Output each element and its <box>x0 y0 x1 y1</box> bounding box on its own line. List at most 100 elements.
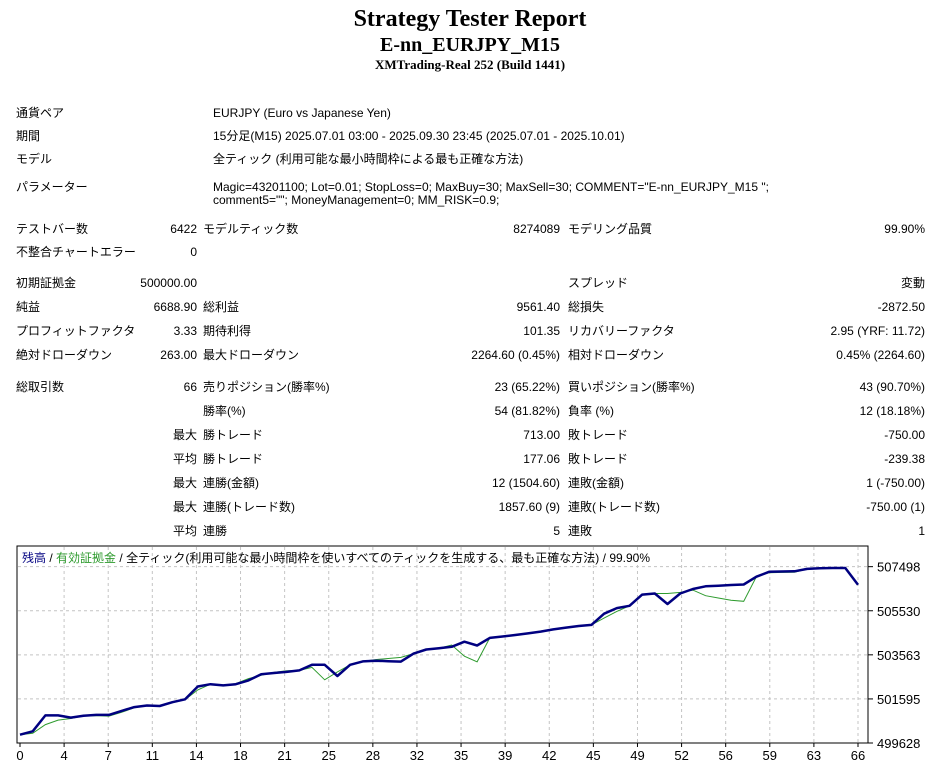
stat-value: 23 (65.22%) <box>494 380 560 394</box>
stat-value: 2264.60 (0.45%) <box>471 348 560 362</box>
x-axis-label: 28 <box>366 748 380 763</box>
stat-sublabel: 平均 <box>172 524 197 538</box>
stat-label: 敗トレード <box>568 452 629 466</box>
table-row: 最大 勝トレード 713.00 敗トレード -750.00 <box>0 428 940 444</box>
x-axis-label: 35 <box>454 748 468 763</box>
stat-label: プロフィットファクタ <box>16 324 136 338</box>
legend-separator: / <box>116 551 127 565</box>
stat-label: 負率 (%) <box>568 404 614 418</box>
symbol-row: 通貨ペア EURJPY (Euro vs Japanese Yen) <box>0 106 940 122</box>
x-axis-label: 0 <box>16 748 23 763</box>
stat-value: 9561.40 <box>516 300 560 314</box>
table-row: テストバー数 6422 モデルティック数 8274089 モデリング品質 99.… <box>0 222 940 238</box>
y-axis-label: 503563 <box>877 648 920 663</box>
chart-border <box>16 545 869 744</box>
stat-value: -750.00 <box>884 428 925 442</box>
symbol-value: EURJPY (Euro vs Japanese Yen) <box>213 106 391 120</box>
table-row: プロフィットファクタ 3.33 期待利得 101.35 リカバリーファクタ 2.… <box>0 324 940 340</box>
parameters-value: Magic=43201100; Lot=0.01; StopLoss=0; Ma… <box>213 180 769 207</box>
stat-label: モデルティック数 <box>203 222 299 236</box>
model-value: 全ティック (利用可能な最小時間枠による最も正確な方法) <box>213 152 524 166</box>
stat-label: 期待利得 <box>203 324 252 338</box>
y-axis-label: 501595 <box>877 692 920 707</box>
legend-model: 全ティック(利用可能な最小時間枠を使いすべてのティックを生成する、最も正確な方法… <box>126 551 600 565</box>
model-row: モデル 全ティック (利用可能な最小時間枠による最も正確な方法) <box>0 152 940 168</box>
stat-label: 連敗(金額) <box>568 476 624 490</box>
stat-value: 0 <box>190 245 197 259</box>
stat-label: 敗トレード <box>568 428 629 442</box>
parameters-label: パラメーター <box>16 180 88 194</box>
chart-legend: 残高 / 有効証拠金 / 全ティック(利用可能な最小時間枠を使いすべてのティック… <box>22 549 650 566</box>
stat-value: 3.33 <box>173 324 197 338</box>
stat-label: 総取引数 <box>16 380 65 394</box>
legend-balance: 残高 <box>22 551 47 565</box>
stat-value: 1 (-750.00) <box>866 476 925 490</box>
stat-value: 12 (18.18%) <box>859 404 925 418</box>
x-axis-label: 11 <box>146 748 160 763</box>
x-axis-label: 49 <box>630 748 644 763</box>
stat-value: 263.00 <box>160 348 197 362</box>
stat-value: 43 (90.70%) <box>859 380 925 394</box>
stat-value: 2.95 (YRF: 11.72) <box>830 324 926 338</box>
stat-label: リカバリーファクタ <box>568 324 675 338</box>
x-axis-label: 25 <box>322 748 336 763</box>
stat-value: -2872.50 <box>877 300 925 314</box>
model-label: モデル <box>16 152 53 166</box>
stat-value: 1 <box>918 524 925 538</box>
stat-label: 売りポジション(勝率%) <box>203 380 330 394</box>
table-row: 絶対ドローダウン 263.00 最大ドローダウン 2264.60 (0.45%)… <box>0 348 940 364</box>
stat-value: 0.45% (2264.60) <box>836 348 925 362</box>
stat-value: -239.38 <box>884 452 925 466</box>
table-row: 最大 連勝(金額) 12 (1504.60) 連敗(金額) 1 (-750.00… <box>0 476 940 492</box>
y-axis-label: 499628 <box>877 736 920 751</box>
x-axis-label: 32 <box>410 748 424 763</box>
table-row: 最大 連勝(トレード数) 1857.60 (9) 連敗(トレード数) -750.… <box>0 500 940 516</box>
stat-value: 6688.90 <box>153 300 197 314</box>
stat-label: 勝率(%) <box>203 404 246 418</box>
table-row: 純益 6688.90 総利益 9561.40 総損失 -2872.50 <box>0 300 940 316</box>
x-axis-label: 18 <box>233 748 247 763</box>
stat-sublabel: 最大 <box>172 428 197 442</box>
stat-label: 初期証拠金 <box>16 276 77 290</box>
x-axis-label: 56 <box>718 748 732 763</box>
x-axis-label: 52 <box>674 748 688 763</box>
stat-label: 純益 <box>16 300 41 314</box>
stat-sublabel: 最大 <box>172 500 197 514</box>
stat-value: 177.06 <box>523 452 560 466</box>
stat-label: 連敗 <box>568 524 593 538</box>
stat-value: 12 (1504.60) <box>491 476 560 490</box>
stat-label: モデリング品質 <box>568 222 653 236</box>
period-label: 期間 <box>16 129 41 143</box>
stat-label: 勝トレード <box>203 428 264 442</box>
legend-equity: 有効証拠金 <box>56 551 117 565</box>
symbol-label: 通貨ペア <box>16 106 65 120</box>
x-axis-label: 7 <box>105 748 112 763</box>
page-title: Strategy Tester Report <box>353 6 587 32</box>
x-axis-label: 45 <box>586 748 600 763</box>
stat-label: 連敗(トレード数) <box>568 500 660 514</box>
x-axis-label: 66 <box>851 748 865 763</box>
stat-label: 連勝(トレード数) <box>203 500 295 514</box>
stat-value: 6422 <box>170 222 197 236</box>
stat-label: スプレッド <box>568 276 629 290</box>
equity-chart: 507498 505530 503563 501595 499628 0 4 7 11 14 18 2… <box>0 540 940 764</box>
server-build-info: XMTrading-Real 252 (Build 1441) <box>374 57 566 72</box>
x-axis-label: 59 <box>763 748 777 763</box>
balance-line <box>19 566 859 736</box>
x-axis-label: 63 <box>807 748 821 763</box>
y-axis-label: 505530 <box>877 604 920 619</box>
legend-quality: 99.90% <box>609 551 651 565</box>
x-axis-label: 39 <box>498 748 512 763</box>
table-row: 平均 連勝 5 連敗 1 <box>0 524 940 540</box>
x-axis-label: 21 <box>277 748 291 763</box>
stat-label: 連勝(金額) <box>203 476 259 490</box>
period-row: 期間 15分足(M15) 2025.07.01 03:00 - 2025.09.… <box>0 129 940 145</box>
stat-label: 最大ドローダウン <box>203 348 300 362</box>
equity-line <box>19 567 859 736</box>
table-row: 平均 勝トレード 177.06 敗トレード -239.38 <box>0 452 940 468</box>
stat-value: 8274089 <box>513 222 560 236</box>
stat-value: 54 (81.82%) <box>494 404 560 418</box>
table-row: 勝率(%) 54 (81.82%) 負率 (%) 12 (18.18%) <box>0 404 940 420</box>
stat-value: 101.35 <box>523 324 560 338</box>
stat-value: 66 <box>183 380 197 394</box>
